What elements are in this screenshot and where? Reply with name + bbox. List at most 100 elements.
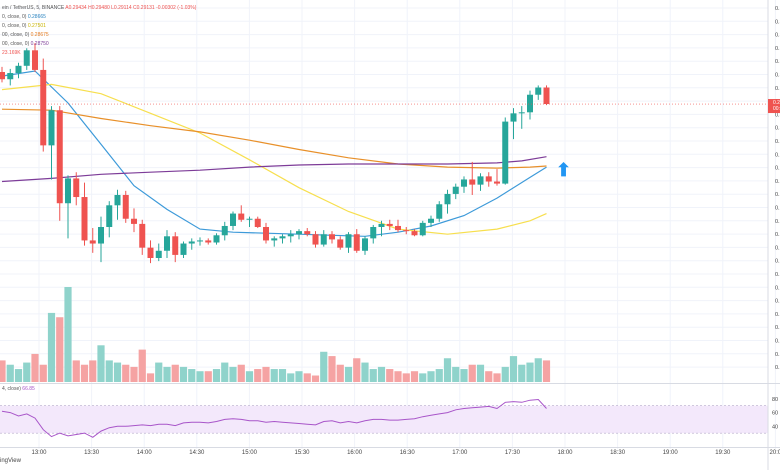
price-tick-label: 0.3 [775, 59, 780, 65]
x-tick-label: 15:30 [294, 450, 310, 456]
price-tick-label: 0.2 [775, 245, 780, 251]
price-tick-label: 0.2 [775, 352, 780, 358]
candle-body [444, 193, 451, 205]
volume-bar [229, 366, 237, 382]
x-tick-label: 18:30 [610, 450, 626, 456]
volume-bar [526, 362, 534, 382]
volume-bar [105, 360, 113, 382]
x-tick-label: 14:00 [137, 450, 153, 456]
candle-body [502, 121, 509, 184]
candle-body [89, 240, 96, 244]
candle-body [164, 236, 170, 251]
ma-line [1, 156, 547, 183]
x-tick-label: 14:30 [189, 450, 205, 456]
price-tick-label: 0.2 [775, 325, 780, 331]
candle-body [15, 65, 22, 74]
x-tick-label: 18:00 [557, 450, 573, 456]
x-tick-label: 19:30 [715, 450, 731, 456]
volume-bar [155, 362, 163, 382]
price-tag [768, 99, 780, 114]
volume-bar [295, 371, 303, 382]
volume-bar [270, 369, 278, 382]
volume-bar [427, 371, 435, 382]
volume-bar [460, 369, 468, 382]
candle-body [403, 230, 410, 232]
volume-bar [31, 353, 39, 382]
candle-body [320, 234, 327, 245]
x-tick-label: 16:00 [347, 450, 363, 456]
candle-body [337, 239, 344, 248]
indicator-row[interactable]: 0, close, 0) 0.27501 [2, 23, 46, 29]
price-tick-label: 0.2 [775, 232, 780, 238]
symbol-title[interactable]: ein / TetherUS, 5, BINANCE [2, 5, 65, 11]
candle-body [122, 194, 129, 219]
volume-bar [518, 364, 526, 382]
indicator-row[interactable]: 23.169K [2, 50, 21, 56]
rsi-value: 66.85 [22, 386, 35, 392]
candle-body [188, 241, 195, 244]
candle-body [518, 112, 525, 114]
candle-body [419, 222, 426, 236]
candle-body [271, 238, 278, 241]
candle-body [0, 72, 5, 80]
candle-body [469, 179, 476, 185]
candle-body [23, 50, 30, 66]
candle-body [73, 178, 80, 198]
volume-bar [245, 371, 254, 382]
rsi-legend[interactable]: 4, close) 66.85 [2, 386, 35, 392]
volume-bar [237, 364, 245, 382]
volume-bar [130, 366, 138, 382]
candle-body [221, 225, 228, 236]
candle-body [131, 218, 137, 224]
volume-bar [361, 362, 369, 382]
price-candles [0, 43, 550, 264]
candle-body [246, 218, 253, 220]
rsi-tick-label: 40 [772, 424, 778, 430]
candle-body [477, 176, 484, 185]
volume-bar [353, 358, 361, 382]
candle-body [263, 227, 269, 241]
candle-body [353, 234, 360, 251]
up-arrow-icon: ⬆ [556, 160, 572, 180]
volume-bar [311, 375, 320, 382]
ma-line [1, 70, 547, 237]
price-tick-label: 0.2 [775, 166, 780, 172]
indicator-row[interactable]: 0, close, 0) 0.28665 [2, 14, 46, 20]
ma-line [1, 108, 547, 169]
price-tag-value: 0.2 [773, 100, 780, 106]
price-tick-label: 0.2 [775, 219, 780, 225]
volume-bar [435, 369, 443, 382]
candle-body [98, 227, 104, 244]
volume-bar [386, 369, 394, 382]
volume-bar [89, 360, 97, 382]
candle-body [494, 181, 500, 184]
price-tick-label: 0.3 [775, 33, 780, 39]
price-tick-label: 0.2 [775, 312, 780, 318]
candle-body [106, 205, 113, 227]
price-tick-label: 0.3 [775, 46, 780, 52]
volume-bar [80, 364, 89, 382]
indicator-row[interactable]: 00, close, 0) 0.28750 [2, 41, 49, 47]
price-tick-label: 0.2 [775, 259, 780, 265]
candle-body [329, 234, 335, 240]
x-tick-label: 19:00 [663, 450, 679, 456]
volume-bar [212, 369, 221, 382]
candle-body [436, 204, 443, 219]
volume-bar [6, 364, 14, 382]
candle-body [81, 197, 88, 241]
price-tick-label: 0.3 [775, 126, 780, 132]
volume-bar [171, 364, 179, 382]
brand-label: ingView [0, 458, 21, 464]
volume-bar [443, 358, 452, 382]
indicator-row[interactable]: 00, close, 0) 0.28675 [2, 32, 49, 38]
candle-body [296, 231, 302, 235]
x-tick-label: 13:00 [31, 450, 47, 456]
candle-body [312, 234, 319, 245]
candle-body [395, 225, 401, 231]
price-tick-label: 0.2 [775, 206, 780, 212]
candle-body [254, 218, 261, 227]
candle-body [378, 223, 385, 227]
price-tick-label: 0.2 [775, 365, 780, 371]
candle-body [510, 113, 517, 122]
